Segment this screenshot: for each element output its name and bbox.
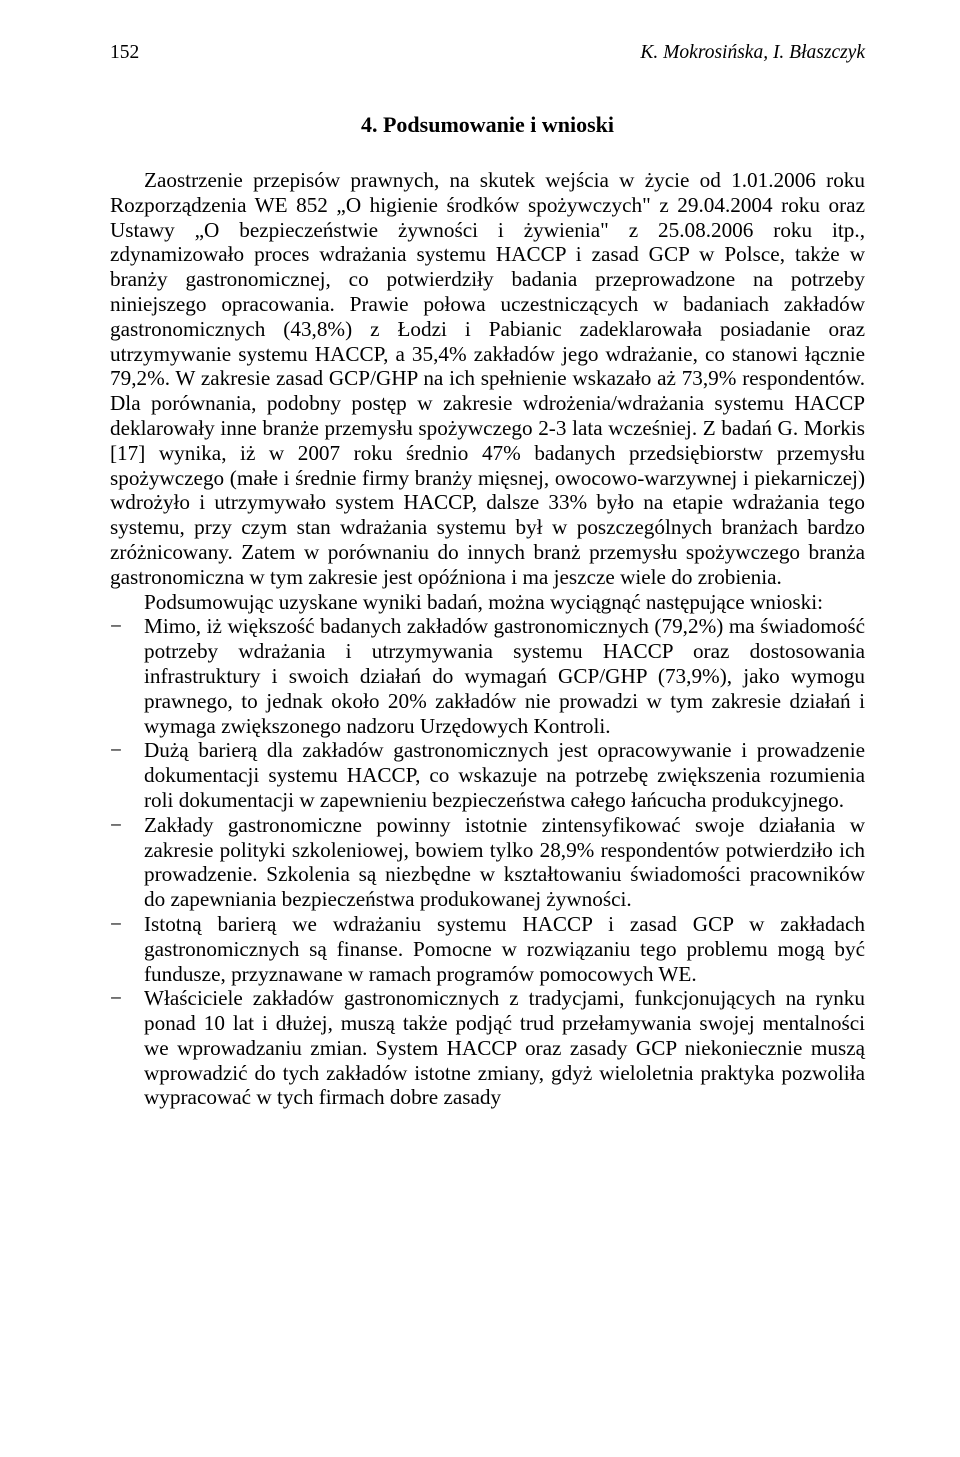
bullet-item-5: Właściciele zakładów gastronomicznych z … bbox=[110, 986, 865, 1110]
page-number: 152 bbox=[110, 42, 139, 64]
bullet-item-1: Mimo, iż większość badanych zakładów gas… bbox=[110, 614, 865, 738]
paragraph-2: Podsumowując uzyskane wyniki badań, możn… bbox=[110, 590, 865, 615]
paragraph-1: Zaostrzenie przepisów prawnych, na skute… bbox=[110, 168, 865, 590]
bullet-item-4: Istotną barierą we wdrażaniu systemu HAC… bbox=[110, 912, 865, 986]
page-header: 152 K. Mokrosińska, I. Błaszczyk bbox=[110, 42, 865, 64]
section-title: 4. Podsumowanie i wnioski bbox=[110, 112, 865, 138]
bullet-item-3: Zakłady gastronomiczne powinny istotnie … bbox=[110, 813, 865, 912]
body-text: Zaostrzenie przepisów prawnych, na skute… bbox=[110, 168, 865, 1110]
document-page: 152 K. Mokrosińska, I. Błaszczyk 4. Pods… bbox=[0, 0, 960, 1152]
bullet-list: Mimo, iż większość badanych zakładów gas… bbox=[110, 614, 865, 1110]
authors-text: K. Mokrosińska, I. Błaszczyk bbox=[640, 42, 865, 64]
bullet-item-2: Dużą barierą dla zakładów gastronomiczny… bbox=[110, 738, 865, 812]
